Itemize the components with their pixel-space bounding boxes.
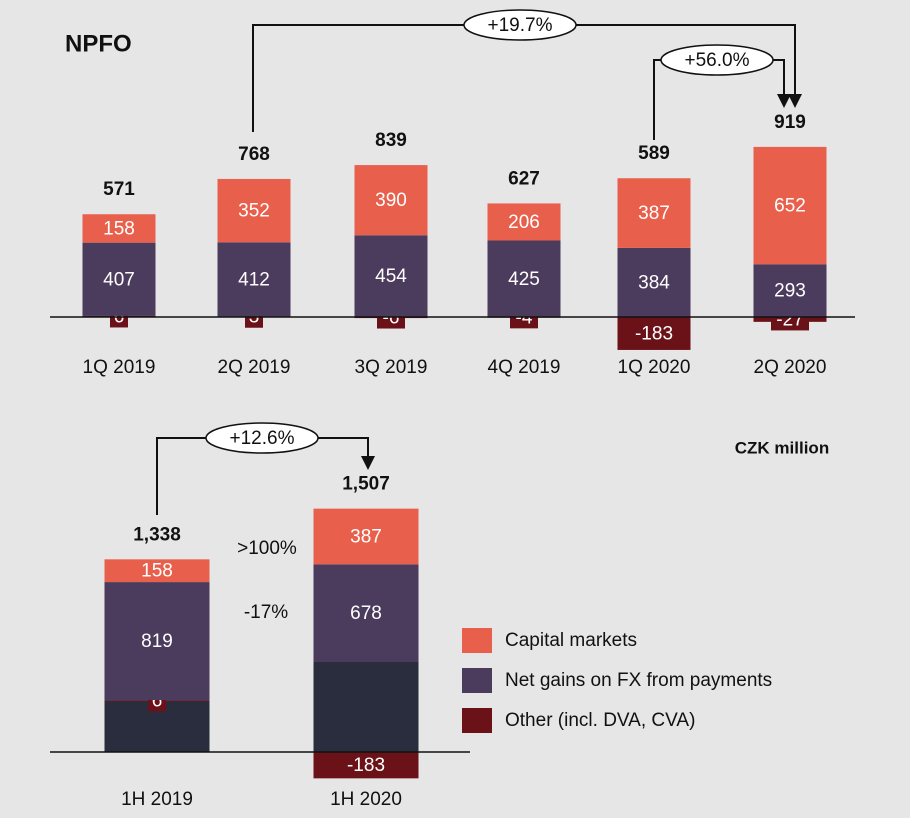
total-label: 768 <box>238 144 270 165</box>
value-label: 819 <box>141 631 173 652</box>
annotation: >100% <box>237 538 297 559</box>
value-label: 387 <box>350 527 382 548</box>
value-label: 454 <box>375 266 407 287</box>
bar-segment <box>753 264 827 317</box>
annotation: -17% <box>244 602 288 623</box>
total-label: 589 <box>638 143 670 164</box>
x-tick-label: 4Q 2019 <box>488 357 561 378</box>
x-tick-label: 1Q 2020 <box>618 357 691 378</box>
legend-swatch <box>462 628 492 653</box>
bar-segment <box>487 203 561 241</box>
value-label: 352 <box>238 201 270 222</box>
value-label: 158 <box>141 561 173 582</box>
arrow-head <box>777 94 791 108</box>
total-label: 919 <box>774 112 806 133</box>
bar-segment <box>753 146 827 265</box>
value-label: 293 <box>774 281 806 302</box>
bar-segment <box>217 178 291 243</box>
bar-segment <box>354 165 428 236</box>
bar-segment <box>313 508 419 565</box>
annotation-oval <box>205 422 319 454</box>
bar-segment <box>354 235 428 317</box>
annotation-oval <box>463 9 577 41</box>
unit-label: CZK million <box>735 438 829 457</box>
value-label: 206 <box>508 212 540 233</box>
arrow-head <box>361 456 375 470</box>
arrow-head <box>788 94 802 108</box>
total-label: 571 <box>103 179 135 200</box>
legend-label: Net gains on FX from payments <box>505 670 772 691</box>
bar-segment <box>617 247 691 317</box>
chart-title: NPFO <box>65 30 132 57</box>
value-label: 387 <box>638 203 670 224</box>
value-label: -183 <box>347 755 385 776</box>
label-box <box>630 322 678 345</box>
annotation: +56.0% <box>685 50 750 71</box>
value-label: 6 <box>152 690 163 711</box>
bar-segment <box>313 662 419 752</box>
legend-swatch <box>462 668 492 693</box>
total-label: 1,507 <box>342 474 390 495</box>
annotation-oval <box>660 44 774 76</box>
value-label: 678 <box>350 603 382 624</box>
x-tick-label: 1H 2019 <box>121 789 193 810</box>
value-label: 412 <box>238 269 270 290</box>
bar-segment <box>82 242 156 316</box>
value-label: 407 <box>103 269 135 290</box>
value-label: 384 <box>638 272 670 293</box>
bar-segment <box>617 178 691 248</box>
label-box <box>342 754 390 777</box>
bar-segment <box>313 564 419 662</box>
x-tick-label: 2Q 2019 <box>218 357 291 378</box>
annotation: +19.7% <box>488 15 553 36</box>
total-label: 627 <box>508 168 540 189</box>
value-label: 158 <box>103 218 135 239</box>
bar-segment <box>104 559 210 583</box>
x-tick-label: 1H 2020 <box>330 789 402 810</box>
legend-label: Capital markets <box>505 630 637 651</box>
value-label: 652 <box>774 196 806 217</box>
legend-swatch <box>462 708 492 733</box>
value-label: -183 <box>635 323 673 344</box>
bar-segment <box>217 242 291 317</box>
total-label: 839 <box>375 130 407 151</box>
total-label: 1,338 <box>133 524 181 545</box>
value-label: 390 <box>375 190 407 211</box>
annotation: +12.6% <box>230 428 295 449</box>
bar-segment <box>487 240 561 317</box>
legend-label: Other (incl. DVA, CVA) <box>505 710 695 731</box>
x-tick-label: 1Q 2019 <box>83 357 156 378</box>
bar-segment <box>82 214 156 243</box>
value-label: 425 <box>508 269 540 290</box>
x-tick-label: 3Q 2019 <box>355 357 428 378</box>
x-tick-label: 2Q 2020 <box>754 357 827 378</box>
bar-segment <box>104 582 210 701</box>
